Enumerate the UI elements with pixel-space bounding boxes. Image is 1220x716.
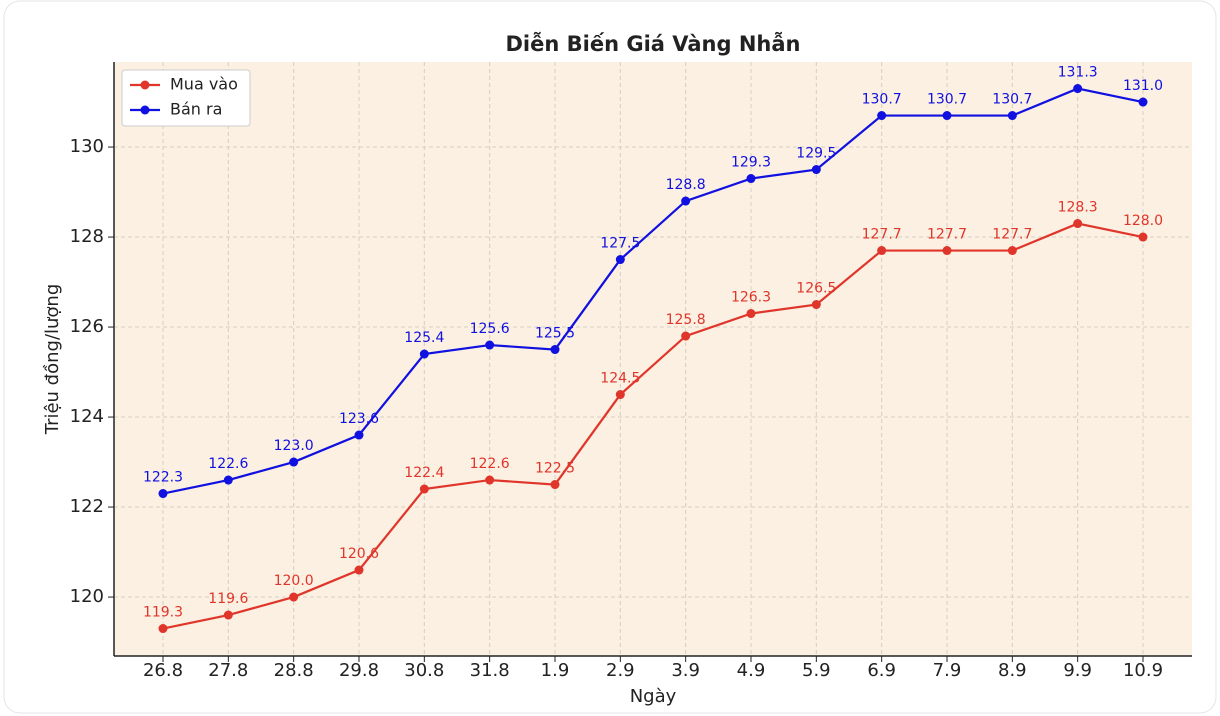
point xyxy=(877,111,887,121)
x-tick-label: 27.8 xyxy=(208,660,248,681)
point xyxy=(223,610,233,620)
x-tick-label: 4.9 xyxy=(737,660,766,681)
data-label: 130.7 xyxy=(992,92,1032,108)
y-tick-label: 120 xyxy=(70,586,104,607)
point xyxy=(746,174,756,184)
data-label: 125.6 xyxy=(470,321,510,337)
y-tick-label: 126 xyxy=(70,316,104,337)
point xyxy=(485,475,495,485)
data-label: 122.6 xyxy=(470,456,510,472)
data-label: 119.6 xyxy=(208,591,248,607)
data-label: 127.7 xyxy=(927,227,967,243)
x-tick-label: 6.9 xyxy=(867,660,896,681)
point xyxy=(354,565,364,575)
data-label: 122.3 xyxy=(143,470,183,486)
data-label: 128.0 xyxy=(1123,213,1163,229)
x-tick-label: 7.9 xyxy=(933,660,962,681)
y-tick-label: 130 xyxy=(70,136,104,157)
point xyxy=(1138,97,1148,107)
point xyxy=(877,246,887,256)
point xyxy=(419,484,429,494)
chart-title: Diễn Biến Giá Vàng Nhẫn xyxy=(506,32,801,56)
legend-marker xyxy=(140,80,150,90)
data-label: 125.5 xyxy=(535,326,575,342)
point xyxy=(223,475,233,485)
data-label: 125.8 xyxy=(666,312,706,328)
data-label: 131.3 xyxy=(1058,65,1098,81)
data-label: 119.3 xyxy=(143,605,183,621)
point xyxy=(550,480,560,490)
data-label: 126.3 xyxy=(731,290,771,306)
data-label: 126.5 xyxy=(796,281,836,297)
x-tick-label: 2.9 xyxy=(606,660,635,681)
point xyxy=(681,196,691,206)
point xyxy=(1007,111,1017,121)
point xyxy=(550,345,560,355)
point xyxy=(615,255,625,265)
data-label: 124.5 xyxy=(600,371,640,387)
point xyxy=(158,624,168,634)
legend-marker xyxy=(140,105,150,115)
x-tick-label: 28.8 xyxy=(274,660,314,681)
data-label: 122.6 xyxy=(208,456,248,472)
legend-label: Mua vào xyxy=(170,75,238,94)
y-axis-label: Triệu đồng/lượng xyxy=(42,284,63,436)
point xyxy=(811,300,821,310)
data-label: 125.4 xyxy=(404,330,444,346)
x-axis-label: Ngày xyxy=(630,686,677,707)
data-label: 128.8 xyxy=(666,177,706,193)
data-label: 120.6 xyxy=(339,546,379,562)
point xyxy=(746,309,756,319)
point xyxy=(485,340,495,350)
series-line xyxy=(162,222,1144,630)
point xyxy=(289,592,299,602)
point xyxy=(942,111,952,121)
point xyxy=(354,430,364,440)
point xyxy=(1138,232,1148,242)
data-label: 123.0 xyxy=(274,438,314,454)
x-tick-label: 9.9 xyxy=(1063,660,1092,681)
x-tick-label: 31.8 xyxy=(470,660,510,681)
legend-label: Bán ra xyxy=(170,100,222,119)
plot-area xyxy=(114,62,1192,656)
point xyxy=(158,489,168,499)
point xyxy=(1007,246,1017,256)
data-label: 127.7 xyxy=(992,227,1032,243)
point xyxy=(681,331,691,341)
data-label: 131.0 xyxy=(1123,78,1163,94)
point xyxy=(1073,84,1083,94)
x-tick-label: 29.8 xyxy=(339,660,379,681)
point xyxy=(811,165,821,175)
x-tick-label: 8.9 xyxy=(998,660,1027,681)
data-label: 129.3 xyxy=(731,155,771,171)
y-tick-label: 122 xyxy=(70,496,104,517)
data-label: 123.6 xyxy=(339,411,379,427)
data-label: 130.7 xyxy=(862,92,902,108)
data-label: 120.0 xyxy=(274,573,314,589)
x-tick-label: 26.8 xyxy=(143,660,183,681)
data-label: 127.5 xyxy=(600,236,640,252)
x-tick-label: 5.9 xyxy=(802,660,831,681)
data-label: 122.5 xyxy=(535,461,575,477)
point xyxy=(615,390,625,400)
x-tick-label: 10.9 xyxy=(1123,660,1163,681)
x-tick-label: 30.8 xyxy=(404,660,444,681)
data-label: 122.4 xyxy=(404,465,444,481)
y-tick-label: 124 xyxy=(70,406,104,427)
point xyxy=(289,457,299,467)
point xyxy=(1073,219,1083,229)
data-label: 130.7 xyxy=(927,92,967,108)
data-label: 129.5 xyxy=(796,146,836,162)
point xyxy=(942,246,952,256)
x-tick-label: 3.9 xyxy=(671,660,700,681)
point xyxy=(419,349,429,359)
series-line xyxy=(162,87,1144,495)
data-label: 128.3 xyxy=(1058,200,1098,216)
y-tick-label: 128 xyxy=(70,226,104,247)
data-label: 127.7 xyxy=(862,227,902,243)
x-tick-label: 1.9 xyxy=(541,660,570,681)
